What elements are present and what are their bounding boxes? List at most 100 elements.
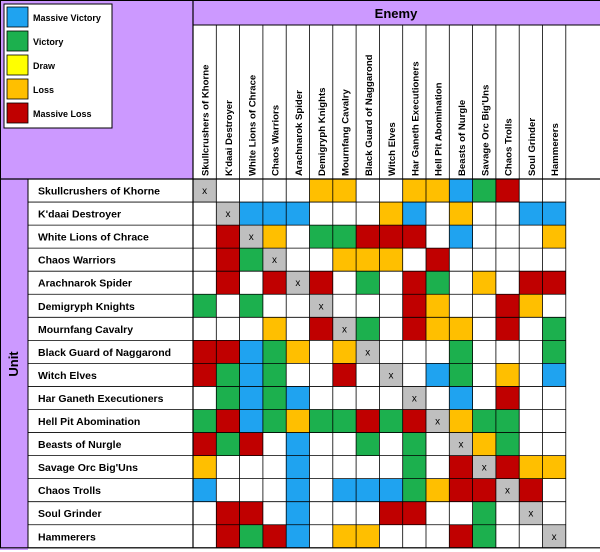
matchup-cell bbox=[332, 455, 357, 479]
matchup-cell bbox=[239, 340, 263, 364]
matchup-cell bbox=[449, 202, 473, 226]
unit-header-band bbox=[0, 179, 28, 550]
matchup-cell bbox=[286, 294, 310, 318]
matchup-cell bbox=[379, 409, 403, 433]
matchup-cell bbox=[262, 386, 287, 410]
matchup-cell bbox=[472, 386, 496, 410]
matchup-cell bbox=[426, 271, 450, 295]
matchup-cell bbox=[426, 202, 450, 226]
row-header: Har Ganeth Executioners bbox=[38, 393, 164, 405]
matchup-cell bbox=[193, 524, 217, 548]
matchup-cell bbox=[426, 386, 450, 410]
matchup-cell bbox=[332, 386, 357, 410]
matchup-cell bbox=[519, 524, 543, 548]
matchup-cell bbox=[519, 432, 543, 456]
matchup-cell bbox=[426, 340, 450, 364]
matchup-cell bbox=[542, 478, 566, 502]
matchup-cell bbox=[356, 271, 380, 295]
matchup-cell bbox=[216, 317, 240, 341]
matchup-cell bbox=[286, 524, 310, 548]
matchup-cell bbox=[402, 501, 426, 525]
matchup-cell bbox=[402, 432, 426, 456]
matchup-cell bbox=[239, 478, 263, 502]
legend: Massive Victory Victory Draw Loss Massive Lo… bbox=[6, 6, 101, 124]
self-mark: x bbox=[319, 301, 324, 312]
matchup-cell bbox=[426, 294, 450, 318]
row-header: Skullcrushers of Khorne bbox=[38, 186, 160, 198]
matchup-cell bbox=[332, 294, 357, 318]
matchup-cell bbox=[542, 225, 566, 249]
matchup-cell bbox=[495, 317, 520, 341]
matchup-cell bbox=[426, 363, 450, 387]
matchup-cell bbox=[449, 524, 473, 548]
matchup-cell bbox=[216, 386, 240, 410]
legend-swatch bbox=[6, 6, 29, 28]
matchup-cell bbox=[542, 340, 566, 364]
matchup-cell bbox=[426, 455, 450, 479]
matchup-cell bbox=[239, 386, 263, 410]
matchup-cell bbox=[356, 225, 380, 249]
matchup-cell bbox=[216, 202, 240, 226]
matchup-cell bbox=[379, 340, 403, 364]
matchup-cell bbox=[449, 248, 473, 272]
matchup-cell bbox=[239, 225, 263, 249]
row-header: Hammerers bbox=[38, 531, 96, 543]
matchup-cell bbox=[472, 340, 496, 364]
matchup-cell bbox=[426, 501, 450, 525]
self-mark: x bbox=[365, 347, 370, 358]
matchup-cell bbox=[286, 455, 310, 479]
matchup-cell bbox=[239, 248, 263, 272]
matchup-cell bbox=[542, 271, 566, 295]
matchup-cell bbox=[472, 202, 496, 226]
row-header: Chaos Warriors bbox=[38, 255, 116, 267]
matchup-cell bbox=[193, 225, 217, 249]
self-mark: x bbox=[505, 486, 510, 497]
matchup-cell bbox=[449, 386, 473, 410]
matchup-cell bbox=[402, 294, 426, 318]
matchup-cell bbox=[239, 271, 263, 295]
matchup-cell bbox=[239, 294, 263, 318]
matchup-cell bbox=[495, 386, 520, 410]
matchup-cell bbox=[379, 271, 403, 295]
matchup-cell bbox=[286, 248, 310, 272]
column-header: Witch Elves bbox=[387, 122, 398, 176]
matchup-cell bbox=[379, 386, 403, 410]
matchup-cell bbox=[286, 478, 310, 502]
matchup-cell bbox=[356, 386, 380, 410]
matchup-cell bbox=[239, 179, 263, 203]
matchup-cell bbox=[193, 386, 217, 410]
matchup-cell bbox=[472, 317, 496, 341]
matchup-cell bbox=[309, 455, 333, 479]
matchup-cell bbox=[449, 225, 473, 249]
matchup-cell bbox=[402, 248, 426, 272]
matchup-cell bbox=[495, 340, 520, 364]
matchup-cell bbox=[332, 432, 357, 456]
enemy-title: Enemy bbox=[375, 6, 418, 21]
matchup-cell bbox=[309, 524, 333, 548]
legend-swatch bbox=[6, 78, 29, 100]
matchup-cell bbox=[216, 501, 240, 525]
row-header: Hell Pit Abomination bbox=[38, 416, 140, 428]
matchup-cell bbox=[519, 340, 543, 364]
matchup-cell bbox=[379, 225, 403, 249]
matchup-cell bbox=[495, 271, 520, 295]
matchup-cell bbox=[449, 317, 473, 341]
matchup-cell bbox=[402, 271, 426, 295]
matchup-cell bbox=[239, 501, 263, 525]
column-headers: Skullcrushers of Khorne K'daai Destroyer W… bbox=[201, 54, 562, 176]
self-mark: x bbox=[528, 509, 533, 520]
matchup-cell bbox=[472, 524, 496, 548]
matchup-cell bbox=[495, 179, 520, 203]
matchup-cell bbox=[379, 455, 403, 479]
matchup-cell bbox=[309, 432, 333, 456]
column-header: Hell Pit Abomination bbox=[434, 82, 445, 176]
self-mark: x bbox=[389, 370, 394, 381]
matchup-cell bbox=[216, 225, 240, 249]
matchup-cell bbox=[193, 294, 217, 318]
matchup-cell bbox=[239, 455, 263, 479]
matchup-cell bbox=[542, 202, 566, 226]
column-header: Soul Grinder bbox=[527, 118, 538, 176]
matchup-cell bbox=[472, 409, 496, 433]
matchup-cell bbox=[542, 432, 566, 456]
